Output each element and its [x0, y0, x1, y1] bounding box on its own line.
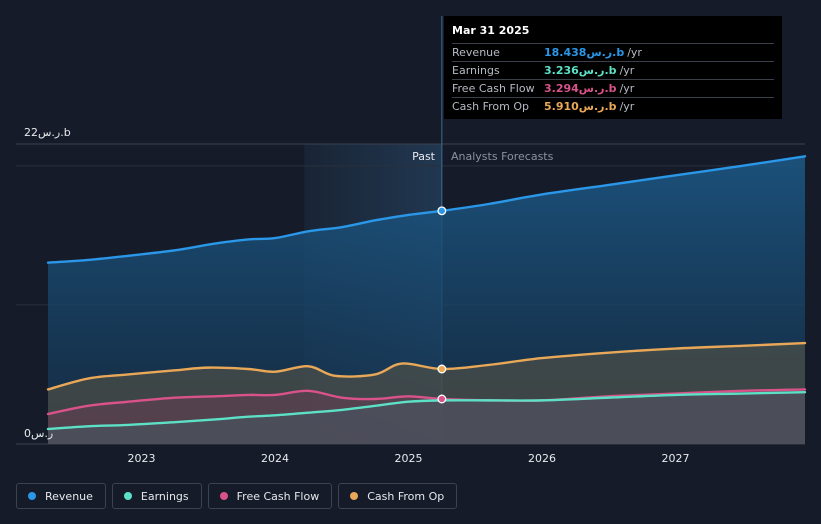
revenue-dot-icon: [28, 492, 36, 500]
revenue-highlight-point: [437, 206, 447, 216]
cash-from-op-line: [46, 341, 807, 391]
tooltip-label: Free Cash Flow: [452, 82, 535, 95]
legend-label: Earnings: [140, 489, 189, 503]
cash-from-op-dot-icon: [350, 492, 359, 500]
legend-item-free-cash-flow[interactable]: Free Cash Flow: [207, 483, 333, 509]
legend-item-earnings[interactable]: Earnings: [111, 483, 202, 509]
x-tick-label: 2023: [127, 452, 155, 465]
tooltip-unit: /yr: [619, 100, 635, 113]
tooltip-value: 18.438ر.س.b: [544, 46, 625, 59]
past-label: Past: [412, 150, 436, 163]
tooltip: Mar 31 2025 Revenue 18.438ر.س.b /yr Earn…: [444, 16, 782, 119]
tooltip-label: Cash From Op: [452, 100, 530, 113]
legend-label: Cash From Op: [367, 489, 445, 503]
tooltip-unit: /yr: [619, 64, 635, 77]
x-tick-label: 2026: [528, 452, 556, 465]
earnings-dot-icon: [123, 492, 132, 500]
y-bottom-label: 0ر.س: [24, 427, 53, 440]
cash-from-op-highlight-point: [437, 364, 447, 374]
tooltip-row-free-cash-flow: Free Cash Flow 3.294ر.س.b /yr: [452, 79, 774, 97]
tooltip-label: Revenue: [452, 46, 500, 59]
tooltip-unit: /yr: [619, 82, 635, 95]
legend-item-revenue[interactable]: Revenue: [16, 483, 106, 509]
tooltip-unit: /yr: [627, 46, 642, 59]
tooltip-row-revenue: Revenue 18.438ر.س.b /yr: [452, 43, 774, 61]
legend-label: Free Cash Flow: [236, 489, 320, 503]
x-tick-label: 2025: [394, 452, 422, 465]
tooltip-value: 3.294ر.س.b: [544, 82, 617, 95]
earnings-area: [48, 392, 805, 444]
y-top-label: 22ر.س.b: [24, 126, 71, 139]
free-cash-flow-highlight-point: [437, 394, 447, 404]
free-cash-flow-dot-icon: [219, 492, 228, 500]
x-tick-label: 2024: [261, 452, 289, 465]
tooltip-value: 3.236ر.س.b: [544, 64, 617, 77]
legend: Revenue Earnings Free Cash Flow Cash Fro…: [16, 483, 458, 509]
tooltip-label: Earnings: [452, 64, 500, 77]
free-cash-flow-line: [46, 388, 807, 416]
revenue-line: [46, 155, 807, 264]
forecast-label: Analysts Forecasts: [451, 150, 554, 163]
tooltip-row-earnings: Earnings 3.236ر.س.b /yr: [452, 61, 774, 79]
earnings-line: [46, 390, 807, 431]
tooltip-value: 5.910ر.س.b: [544, 100, 617, 113]
x-tick-label: 2027: [661, 452, 689, 465]
tooltip-date: Mar 31 2025: [452, 24, 530, 37]
legend-label: Revenue: [45, 489, 93, 503]
legend-item-cash-from-op[interactable]: Cash From Op: [338, 483, 458, 509]
tooltip-row-cash-from-op: Cash From Op 5.910ر.س.b /yr: [452, 97, 774, 115]
